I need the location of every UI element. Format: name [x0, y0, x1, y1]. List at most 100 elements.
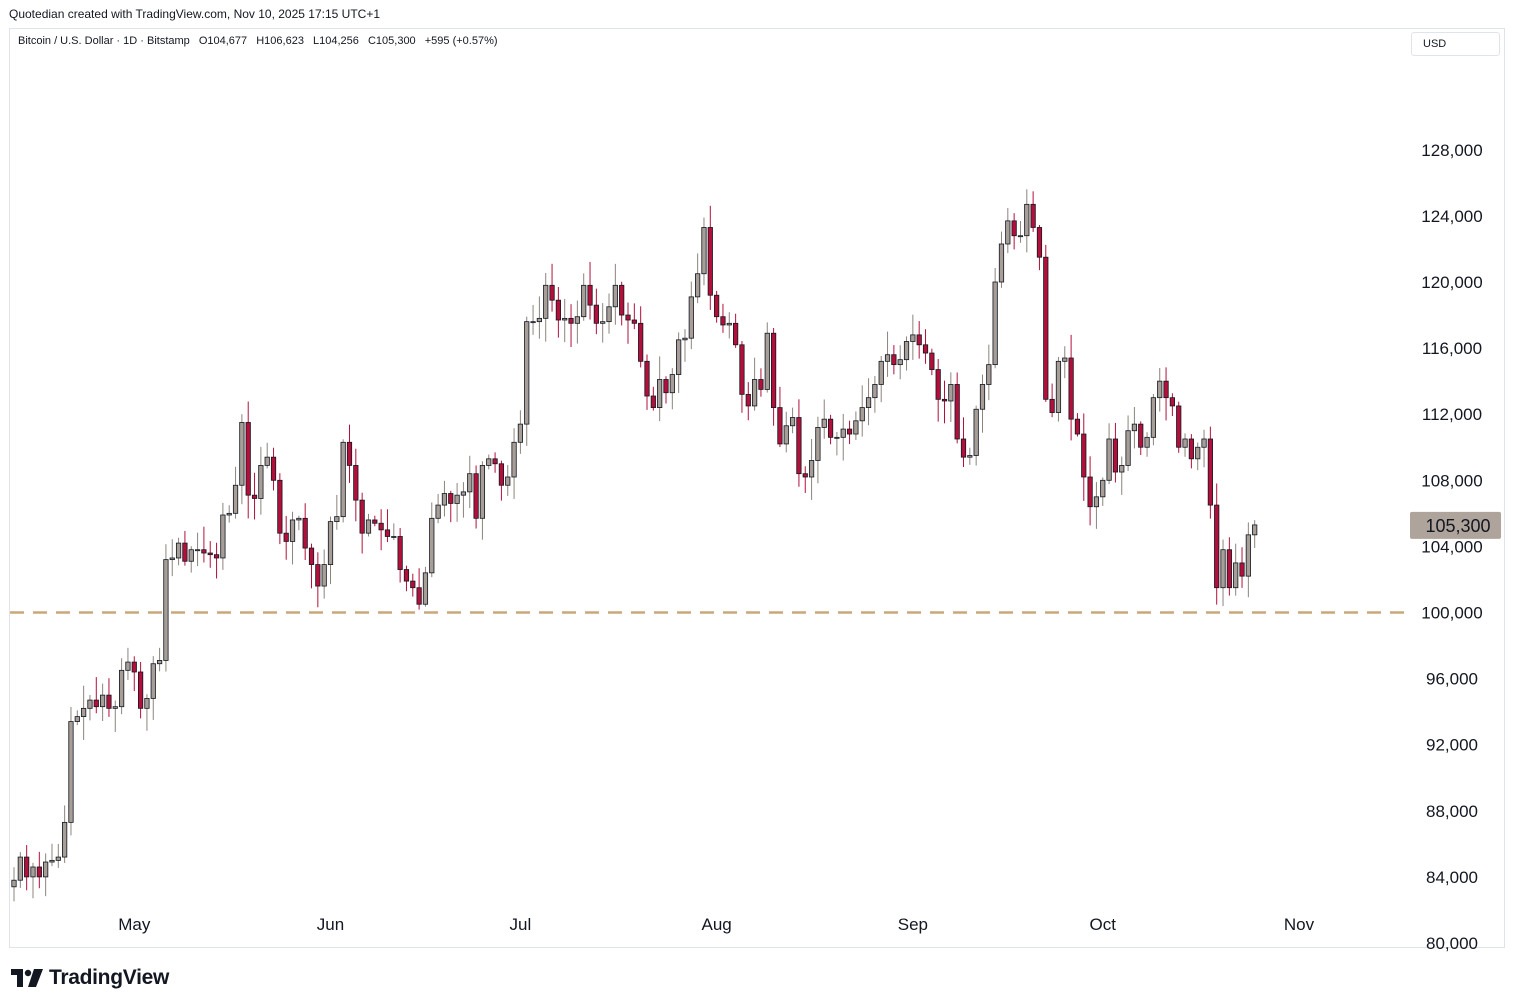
candle — [435, 493, 441, 524]
candle — [922, 329, 929, 364]
candle-body — [283, 532, 289, 542]
candle-body — [1226, 549, 1232, 589]
candle — [378, 509, 384, 551]
candle-body — [657, 379, 663, 408]
candle-body — [302, 517, 308, 549]
tradingview-logo-icon — [11, 969, 43, 987]
candle-body — [979, 384, 986, 410]
candle — [840, 413, 846, 461]
candle — [175, 537, 182, 566]
candle — [460, 482, 467, 518]
candle-body — [1011, 220, 1017, 237]
candle-body — [68, 721, 74, 823]
candle-body — [1068, 357, 1074, 420]
candle — [1226, 537, 1232, 596]
candle — [574, 300, 580, 344]
candle — [194, 532, 201, 567]
candle — [1074, 413, 1081, 437]
candle-body — [258, 465, 264, 499]
candle — [131, 656, 137, 692]
candle-body — [726, 322, 732, 326]
candle-body — [720, 316, 726, 326]
tradingview-logo[interactable]: TradingView — [11, 966, 169, 990]
candle-body — [714, 294, 720, 318]
candle-body — [100, 694, 106, 708]
y-axis-tick-label: 92,000 — [1426, 736, 1478, 755]
ohlc-change: +595 (+0.57%) — [424, 35, 498, 47]
x-axis-month-label: Oct — [1090, 915, 1117, 934]
candle — [1024, 189, 1030, 253]
candle — [733, 313, 739, 348]
candle-body — [1207, 438, 1213, 506]
candle — [1093, 482, 1100, 529]
candle-body — [334, 516, 340, 523]
candle-body — [568, 317, 574, 324]
candle — [650, 386, 656, 411]
candle — [112, 700, 118, 732]
candle — [865, 378, 872, 426]
candle — [87, 695, 93, 721]
candle — [752, 357, 758, 411]
candle — [1169, 393, 1175, 416]
y-axis-tick-label: 88,000 — [1426, 802, 1478, 821]
candle-body — [631, 319, 637, 324]
candle-body — [137, 671, 144, 709]
candle-body — [669, 374, 675, 394]
candle — [884, 331, 891, 377]
candle — [1252, 520, 1258, 548]
candle — [232, 466, 239, 519]
candle — [498, 460, 505, 501]
candle-body — [1062, 357, 1068, 362]
candle-body — [1150, 397, 1156, 438]
candle-body — [1169, 397, 1175, 407]
candle-body — [840, 428, 846, 438]
currency-selector[interactable]: USD — [1411, 32, 1500, 56]
candle — [739, 341, 745, 413]
candle — [1081, 413, 1087, 501]
candle — [796, 399, 802, 487]
candle-body — [1220, 549, 1226, 589]
candle-body — [1131, 423, 1138, 432]
candle-body — [758, 379, 764, 390]
candle — [1112, 422, 1119, 483]
candle — [24, 845, 30, 891]
candle — [878, 356, 884, 403]
candle — [543, 272, 549, 342]
candle — [808, 438, 815, 500]
candle-body — [384, 529, 391, 537]
last-price-label-bg — [1410, 511, 1501, 539]
candle-body — [764, 332, 770, 390]
candle — [1119, 456, 1125, 495]
candle-body — [188, 549, 194, 562]
candle — [137, 661, 144, 719]
candle — [315, 552, 321, 608]
candle-body — [524, 321, 530, 425]
candle-body — [1245, 534, 1251, 577]
candle-body — [81, 707, 87, 718]
candle-body — [492, 458, 498, 465]
currency-label: USD — [1423, 38, 1447, 50]
candle-body — [644, 360, 650, 397]
candle — [891, 345, 897, 375]
candle-body — [1138, 423, 1144, 448]
candle — [581, 273, 587, 321]
candle-body — [1049, 398, 1055, 413]
y-axis-tick-label: 116,000 — [1422, 339, 1482, 358]
candle-body — [1030, 203, 1036, 228]
candle — [1245, 522, 1251, 598]
candle-body — [777, 407, 783, 445]
candle-body — [935, 369, 941, 400]
candle — [967, 447, 973, 465]
candle — [619, 281, 625, 326]
candle — [1239, 547, 1245, 588]
candle-body — [745, 393, 751, 407]
candle-body — [1055, 360, 1062, 413]
candle-body — [1100, 479, 1106, 498]
candle — [93, 677, 99, 714]
candle — [992, 267, 998, 369]
candle-body — [359, 499, 365, 534]
candle — [416, 568, 422, 610]
candle-body — [638, 322, 644, 362]
candle-body — [650, 395, 656, 408]
